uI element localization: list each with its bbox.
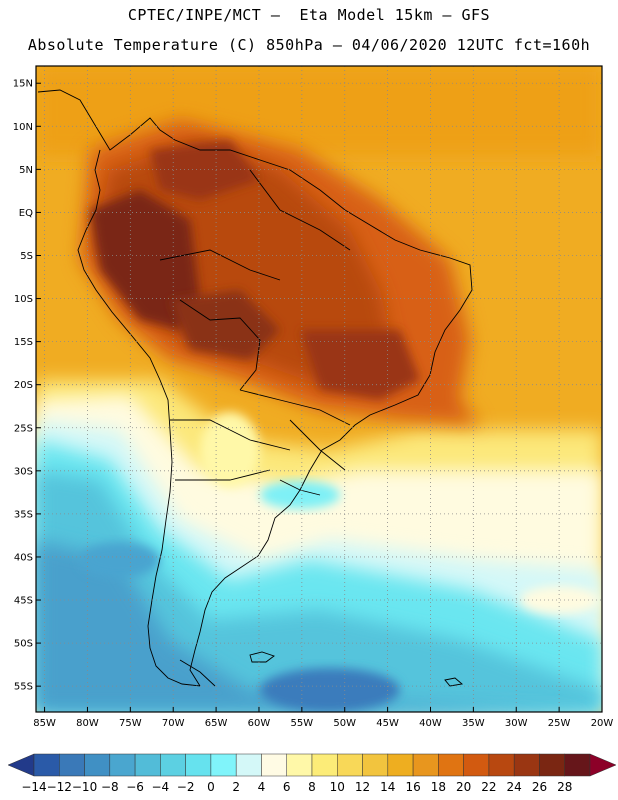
colorbar-label: 20 xyxy=(456,780,471,794)
colorbar-box xyxy=(185,753,212,777)
colorbar-labels: −14 −12 −10 −8 −6 −4 −2 0 2 4 6 8 10 12 14 16 18 20 22 24 26… xyxy=(21,780,572,794)
colorbar-box xyxy=(362,753,389,777)
colorbar-label: −12 xyxy=(47,780,72,794)
colorbar-box xyxy=(286,753,313,777)
colorbar-label: −10 xyxy=(72,780,97,794)
lon-label: 40W xyxy=(419,718,442,729)
lat-label: 10N xyxy=(13,122,33,133)
lat-label: 55S xyxy=(14,682,33,693)
colorbar-label: 26 xyxy=(532,780,547,794)
colorbar-label: 22 xyxy=(481,780,496,794)
colorbar-label: 16 xyxy=(405,780,420,794)
colorbar-box xyxy=(412,753,439,777)
temperature-field xyxy=(36,66,602,712)
lat-label: 30S xyxy=(14,466,33,477)
lat-label: 5S xyxy=(20,251,33,262)
colorbar-label: −4 xyxy=(152,780,170,794)
lat-label: 50S xyxy=(14,639,33,650)
lat-label: EQ xyxy=(19,208,33,219)
colorbar-box xyxy=(210,753,237,777)
colorbar-label: 28 xyxy=(557,780,572,794)
colorbar-label: 18 xyxy=(431,780,446,794)
lat-label: 25S xyxy=(14,423,33,434)
colorbar-box xyxy=(84,753,111,777)
colorbar-label: 24 xyxy=(507,780,522,794)
colorbar-label: −8 xyxy=(101,780,119,794)
colorbar-box xyxy=(59,753,85,777)
lon-label: 25W xyxy=(548,718,571,729)
colorbar-box xyxy=(109,753,136,777)
lon-label: 60W xyxy=(248,718,271,729)
colorbar: −14 −12 −10 −8 −6 −4 −2 0 2 4 6 8 10 12 14 16 18 20 22 24 26… xyxy=(7,753,617,794)
lon-label: 30W xyxy=(505,718,528,729)
lon-label: 35W xyxy=(462,718,485,729)
colorbar-box xyxy=(337,753,363,777)
colorbar-box xyxy=(438,753,464,777)
lon-label: 20W xyxy=(591,718,614,729)
temperature-map: 15N 10N 5N EQ 5S 10S 15S 20S 25S 30S 35S 40S 45S 50S 5… xyxy=(13,65,613,729)
lon-label: 70W xyxy=(162,718,185,729)
colorbar-label: 10 xyxy=(330,780,345,794)
lon-label: 45W xyxy=(376,718,399,729)
lon-label: 50W xyxy=(333,718,356,729)
colorbar-label: 8 xyxy=(308,780,316,794)
colorbar-box xyxy=(160,753,186,777)
lon-label: 85W xyxy=(33,718,56,729)
lat-label: 20S xyxy=(14,380,33,391)
colorbar-label: 4 xyxy=(258,780,266,794)
lat-label: 45S xyxy=(14,596,33,607)
lat-label: 40S xyxy=(14,552,33,563)
colorbar-box xyxy=(235,753,262,777)
colorbar-box xyxy=(564,753,591,777)
longitude-ticks: 85W 80W 75W 70W 65W 60W 55W 50W 45W 40W 35W 30W 25W 2… xyxy=(33,707,613,729)
colorbar-box xyxy=(539,753,565,777)
lat-label: 35S xyxy=(14,509,33,520)
lon-label: 80W xyxy=(76,718,99,729)
colorbar-boxes xyxy=(7,753,617,777)
colorbar-label: −2 xyxy=(177,780,195,794)
colorbar-box xyxy=(488,753,515,777)
lat-label: 10S xyxy=(14,294,33,305)
colorbar-arrow-left xyxy=(7,753,35,777)
map-frame xyxy=(35,65,603,713)
lon-label: 75W xyxy=(119,718,142,729)
colorbar-box xyxy=(513,753,540,777)
lon-label: 55W xyxy=(291,718,314,729)
colorbar-label: 14 xyxy=(380,780,395,794)
lat-label: 15N xyxy=(13,79,33,90)
colorbar-box xyxy=(33,753,60,777)
title-line-2: Absolute Temperature (C) 850hPa – 04/06/… xyxy=(27,36,591,54)
lat-label: 5N xyxy=(19,165,33,176)
colorbar-box xyxy=(261,753,287,777)
latitude-ticks: 15N 10N 5N EQ 5S 10S 15S 20S 25S 30S 35S 40S 45S 50S 5… xyxy=(13,79,41,693)
colorbar-box xyxy=(463,753,490,777)
colorbar-arrow-right xyxy=(589,753,617,777)
colorbar-label: 0 xyxy=(207,780,215,794)
colorbar-label: −14 xyxy=(21,780,46,794)
colorbar-label: 6 xyxy=(283,780,291,794)
colorbar-label: 12 xyxy=(355,780,370,794)
colorbar-box xyxy=(134,753,161,777)
title-line-1: CPTEC/INPE/MCT – Eta Model 15km – GFS xyxy=(127,6,491,24)
coastlines xyxy=(37,89,473,687)
colorbar-box xyxy=(311,753,338,777)
lon-label: 65W xyxy=(205,718,228,729)
lat-label: 15S xyxy=(14,337,33,348)
colorbar-box xyxy=(387,753,414,777)
colorbar-label: −6 xyxy=(126,780,144,794)
colorbar-label: 2 xyxy=(232,780,240,794)
